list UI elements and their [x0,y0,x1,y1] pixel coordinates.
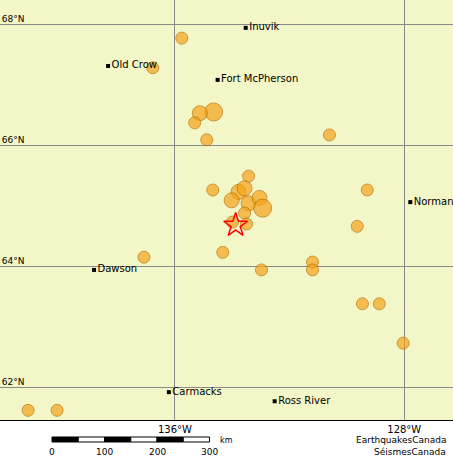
svg-text:68°N: 68°N [2,14,25,24]
svg-text:Carmacks: Carmacks [172,386,221,397]
svg-text:km: km [220,436,233,445]
svg-text:Inuvik: Inuvik [249,21,279,32]
svg-text:100: 100 [96,447,113,457]
svg-text:300: 300 [201,447,218,457]
svg-text:200: 200 [149,447,166,457]
svg-text:Dawson: Dawson [98,263,138,274]
svg-text:66°N: 66°N [2,135,25,145]
svg-text:62°N: 62°N [2,377,25,387]
svg-text:EarthquakesCanada: EarthquakesCanada [356,435,446,445]
svg-text:0: 0 [49,447,55,457]
svg-text:Old Crow: Old Crow [112,59,157,70]
svg-text:Norman: Norman [414,196,453,207]
svg-text:128°W: 128°W [387,424,421,435]
svg-text:Ross River: Ross River [278,395,331,406]
svg-text:Fort McPherson: Fort McPherson [221,73,298,84]
svg-text:64°N: 64°N [2,256,25,266]
svg-text:136°W: 136°W [158,424,192,435]
svg-text:SéismesCanada: SéismesCanada [374,447,446,457]
